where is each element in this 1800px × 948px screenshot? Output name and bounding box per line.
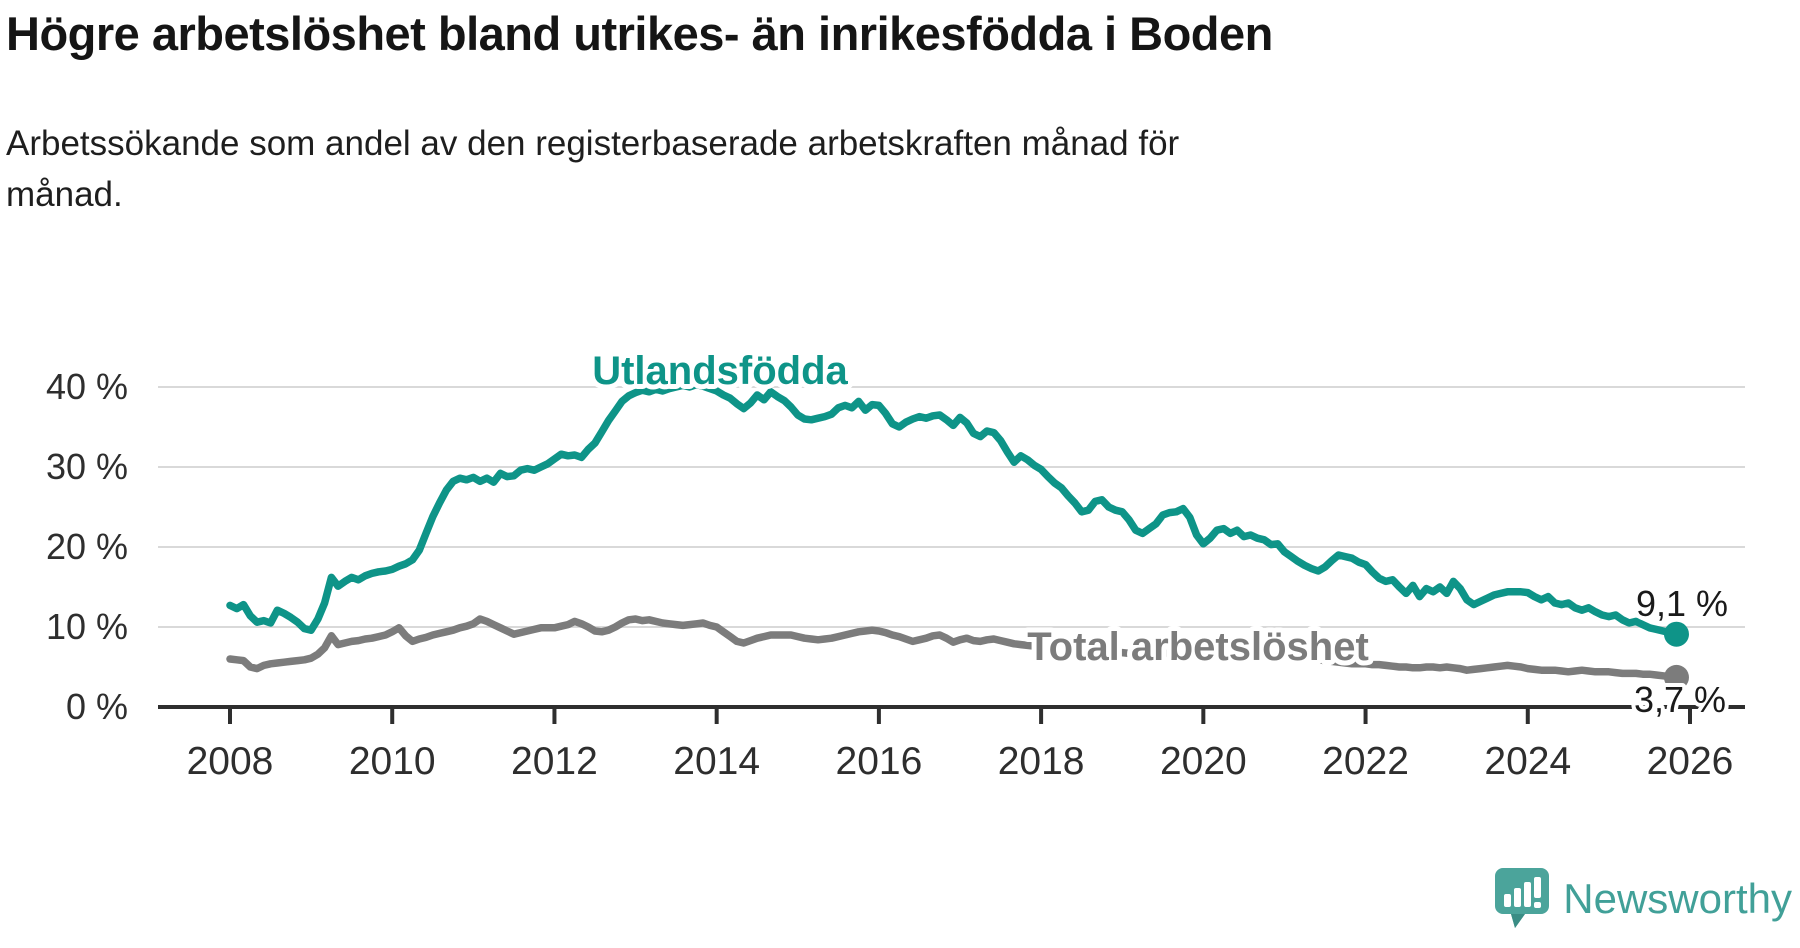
series-line-total-arbetsloshet bbox=[226, 615, 1681, 682]
chart-subtitle: Arbetssökande som andel av den registerb… bbox=[6, 124, 1180, 215]
series-label-total-arbetsloshet: Total arbetslöshet bbox=[1027, 625, 1369, 669]
x-axis-tick-label: 2018 bbox=[998, 740, 1085, 783]
x-axis-tick-label: 2024 bbox=[1484, 740, 1571, 783]
y-axis-tick-label: 0 % bbox=[66, 686, 128, 727]
y-axis-tick-label: 10 % bbox=[46, 606, 128, 647]
y-axis-tick-label: 40 % bbox=[46, 366, 128, 407]
series-label-utlandsfodda: Utlandsfödda bbox=[592, 349, 848, 393]
x-axis-tick-label: 2008 bbox=[187, 740, 274, 783]
y-axis-tick-label: 20 % bbox=[46, 526, 128, 567]
end-value-label-total-arbetsloshet: 3,7 % bbox=[1634, 679, 1726, 720]
page-title: Högre arbetslöshet bland utrikes- än inr… bbox=[6, 7, 1273, 60]
x-axis-tick-label: 2016 bbox=[836, 740, 923, 783]
x-axis-tick-label: 2022 bbox=[1322, 740, 1409, 783]
series-endpoint-dot-utlandsfodda bbox=[1663, 621, 1689, 647]
x-axis-tick-label: 2014 bbox=[673, 740, 760, 783]
series-line-utlandsfodda bbox=[226, 380, 1681, 638]
x-axis-tick-label: 2026 bbox=[1647, 740, 1734, 783]
brand-footer: Newsworthy bbox=[1495, 868, 1792, 930]
x-axis-tick-label: 2020 bbox=[1160, 740, 1247, 783]
x-axis-tick-label: 2012 bbox=[511, 740, 598, 783]
series-endpoint-dot-total-arbetsloshet bbox=[1663, 664, 1689, 690]
x-axis-tick-label: 2010 bbox=[349, 740, 436, 783]
end-value-label-utlandsfodda: 9,1 % bbox=[1636, 583, 1728, 624]
newsworthy-logo-icon bbox=[1495, 868, 1550, 928]
brand-name: Newsworthy bbox=[1563, 875, 1792, 922]
y-axis-tick-label: 30 % bbox=[46, 446, 128, 487]
